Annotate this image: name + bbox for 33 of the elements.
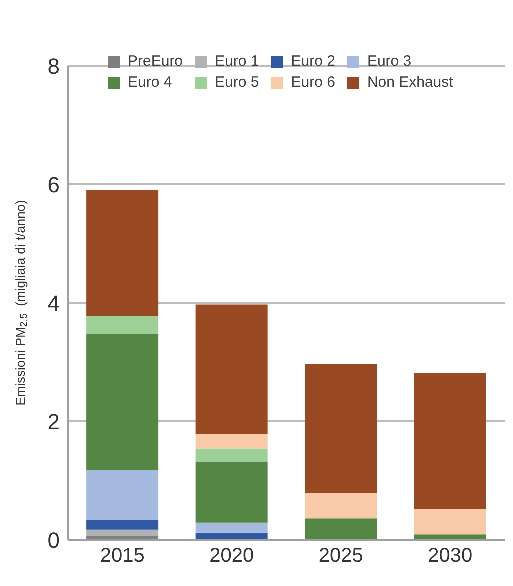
legend-label: Euro 6: [291, 74, 336, 91]
bar: [86, 530, 159, 536]
bar: [196, 434, 268, 449]
bar: [196, 462, 268, 523]
bar: [86, 470, 159, 520]
legend-label: Euro 1: [215, 53, 260, 70]
bar: [196, 304, 268, 435]
y-tick-label: 2: [48, 409, 60, 434]
x-tick-label: 2025: [318, 545, 364, 568]
legend-label: Euro 2: [291, 53, 336, 70]
legend-label: Euro 5: [215, 74, 260, 91]
legend-label: Euro 4: [128, 74, 172, 91]
y-tick-label: 6: [48, 172, 60, 198]
bar: [196, 522, 268, 533]
y-tick-label: 0: [48, 528, 60, 553]
x-tick-label: 2015: [100, 545, 145, 568]
x-tick-label: 2030: [428, 545, 473, 568]
y-tick-label: 4: [48, 290, 60, 316]
bar: [86, 520, 159, 530]
legend-label: PreEuro: [128, 53, 184, 70]
bar: [305, 518, 378, 540]
bar: [196, 448, 268, 462]
bar: [86, 190, 159, 316]
legend-label: Euro 3: [367, 53, 412, 70]
legend-label: Non Exhaust: [367, 74, 454, 91]
bar: [414, 509, 486, 535]
bar: [414, 374, 486, 510]
bar: [86, 334, 159, 470]
bar: [86, 316, 159, 334]
x-tick-label: 2020: [210, 545, 254, 568]
bar: [305, 493, 378, 519]
y-tick-label: 8: [48, 54, 60, 79]
bar: [305, 364, 378, 494]
